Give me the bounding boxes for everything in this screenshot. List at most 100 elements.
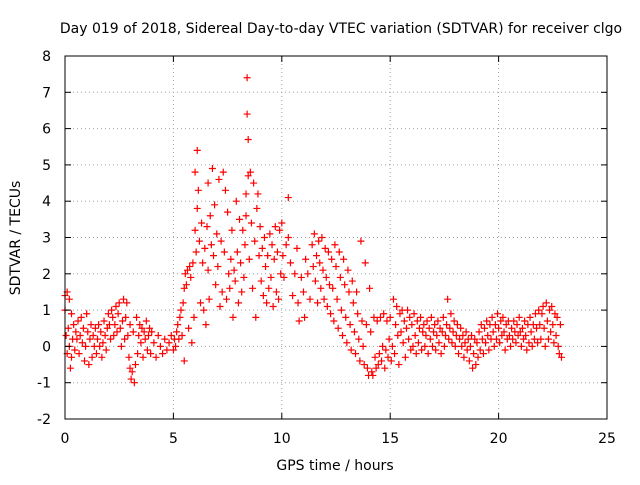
data-point <box>502 321 510 329</box>
data-point <box>331 241 339 249</box>
data-point <box>117 342 125 350</box>
data-point <box>177 306 185 314</box>
data-point <box>387 357 395 365</box>
data-point <box>395 361 403 369</box>
data-point <box>445 335 453 343</box>
data-point <box>420 321 428 329</box>
data-point <box>356 357 364 365</box>
x-tick-label: 5 <box>169 431 178 447</box>
data-point <box>385 335 393 343</box>
data-point <box>259 292 267 300</box>
data-point <box>497 317 505 325</box>
plot-frame <box>64 55 608 420</box>
data-point <box>70 321 78 329</box>
data-point <box>534 339 542 347</box>
data-point <box>140 328 148 336</box>
data-point <box>468 332 475 340</box>
data-point <box>66 364 74 372</box>
data-point <box>161 335 169 343</box>
data-point <box>139 353 147 361</box>
data-point <box>470 350 478 358</box>
data-point <box>496 339 504 347</box>
data-point <box>457 324 465 332</box>
data-point <box>405 335 413 343</box>
data-point <box>523 346 531 354</box>
data-point <box>199 259 207 267</box>
data-point <box>322 273 330 281</box>
data-point <box>355 335 363 343</box>
data-point <box>485 346 493 354</box>
data-point <box>375 350 383 358</box>
data-point <box>124 332 132 340</box>
data-point <box>270 255 278 263</box>
data-point <box>226 284 234 292</box>
data-point <box>554 342 562 350</box>
data-point <box>86 335 94 343</box>
data-point <box>396 310 404 318</box>
data-point <box>254 190 262 198</box>
data-point <box>301 313 309 321</box>
data-point <box>293 244 301 252</box>
data-point <box>210 252 218 260</box>
grid <box>64 55 608 420</box>
data-point <box>499 313 507 321</box>
y-tick-label: 7 <box>42 85 51 101</box>
data-point <box>179 299 187 307</box>
data-point <box>374 361 382 369</box>
data-point <box>174 321 182 329</box>
data-point <box>556 321 564 329</box>
data-point <box>68 310 76 318</box>
data-point <box>83 310 91 318</box>
data-point <box>229 313 237 321</box>
data-point <box>371 353 379 361</box>
data-point <box>71 346 79 354</box>
data-point <box>198 219 206 227</box>
data-point <box>127 375 135 383</box>
y-axis-label: SDTVAR / TECUs <box>8 181 24 296</box>
data-point <box>169 346 177 354</box>
data-point <box>413 317 421 325</box>
data-point <box>494 310 502 318</box>
data-point <box>143 346 151 354</box>
data-point <box>195 237 203 245</box>
data-point <box>469 364 477 372</box>
data-point <box>335 248 343 256</box>
data-point <box>427 313 435 321</box>
data-point <box>336 273 344 281</box>
data-point <box>262 263 270 271</box>
data-point <box>461 339 469 347</box>
data-point <box>263 299 271 307</box>
data-point <box>228 226 236 234</box>
data-point <box>350 328 358 336</box>
data-point <box>135 332 143 340</box>
y-tick-label: 3 <box>42 231 51 247</box>
data-point <box>242 190 250 198</box>
data-point <box>410 310 418 318</box>
data-point <box>284 194 292 202</box>
data-point <box>104 310 112 318</box>
data-point <box>391 350 399 358</box>
data-point <box>535 306 543 314</box>
data-point <box>392 321 400 329</box>
data-point <box>236 215 244 223</box>
data-point <box>381 364 389 372</box>
data-point <box>147 350 155 358</box>
data-point <box>357 237 365 245</box>
data-point <box>120 295 128 303</box>
data-point <box>295 317 303 325</box>
data-point <box>197 299 204 307</box>
x-tick-label: 10 <box>273 431 291 447</box>
data-point <box>522 332 530 340</box>
data-point <box>492 335 500 343</box>
data-point <box>369 371 377 379</box>
data-point <box>247 219 255 227</box>
data-point <box>471 335 479 343</box>
data-point <box>372 364 380 372</box>
data-point <box>409 342 417 350</box>
data-point <box>72 328 80 336</box>
data-point <box>223 295 231 303</box>
data-point <box>341 281 349 289</box>
data-point <box>383 317 391 325</box>
data-point <box>417 313 425 321</box>
